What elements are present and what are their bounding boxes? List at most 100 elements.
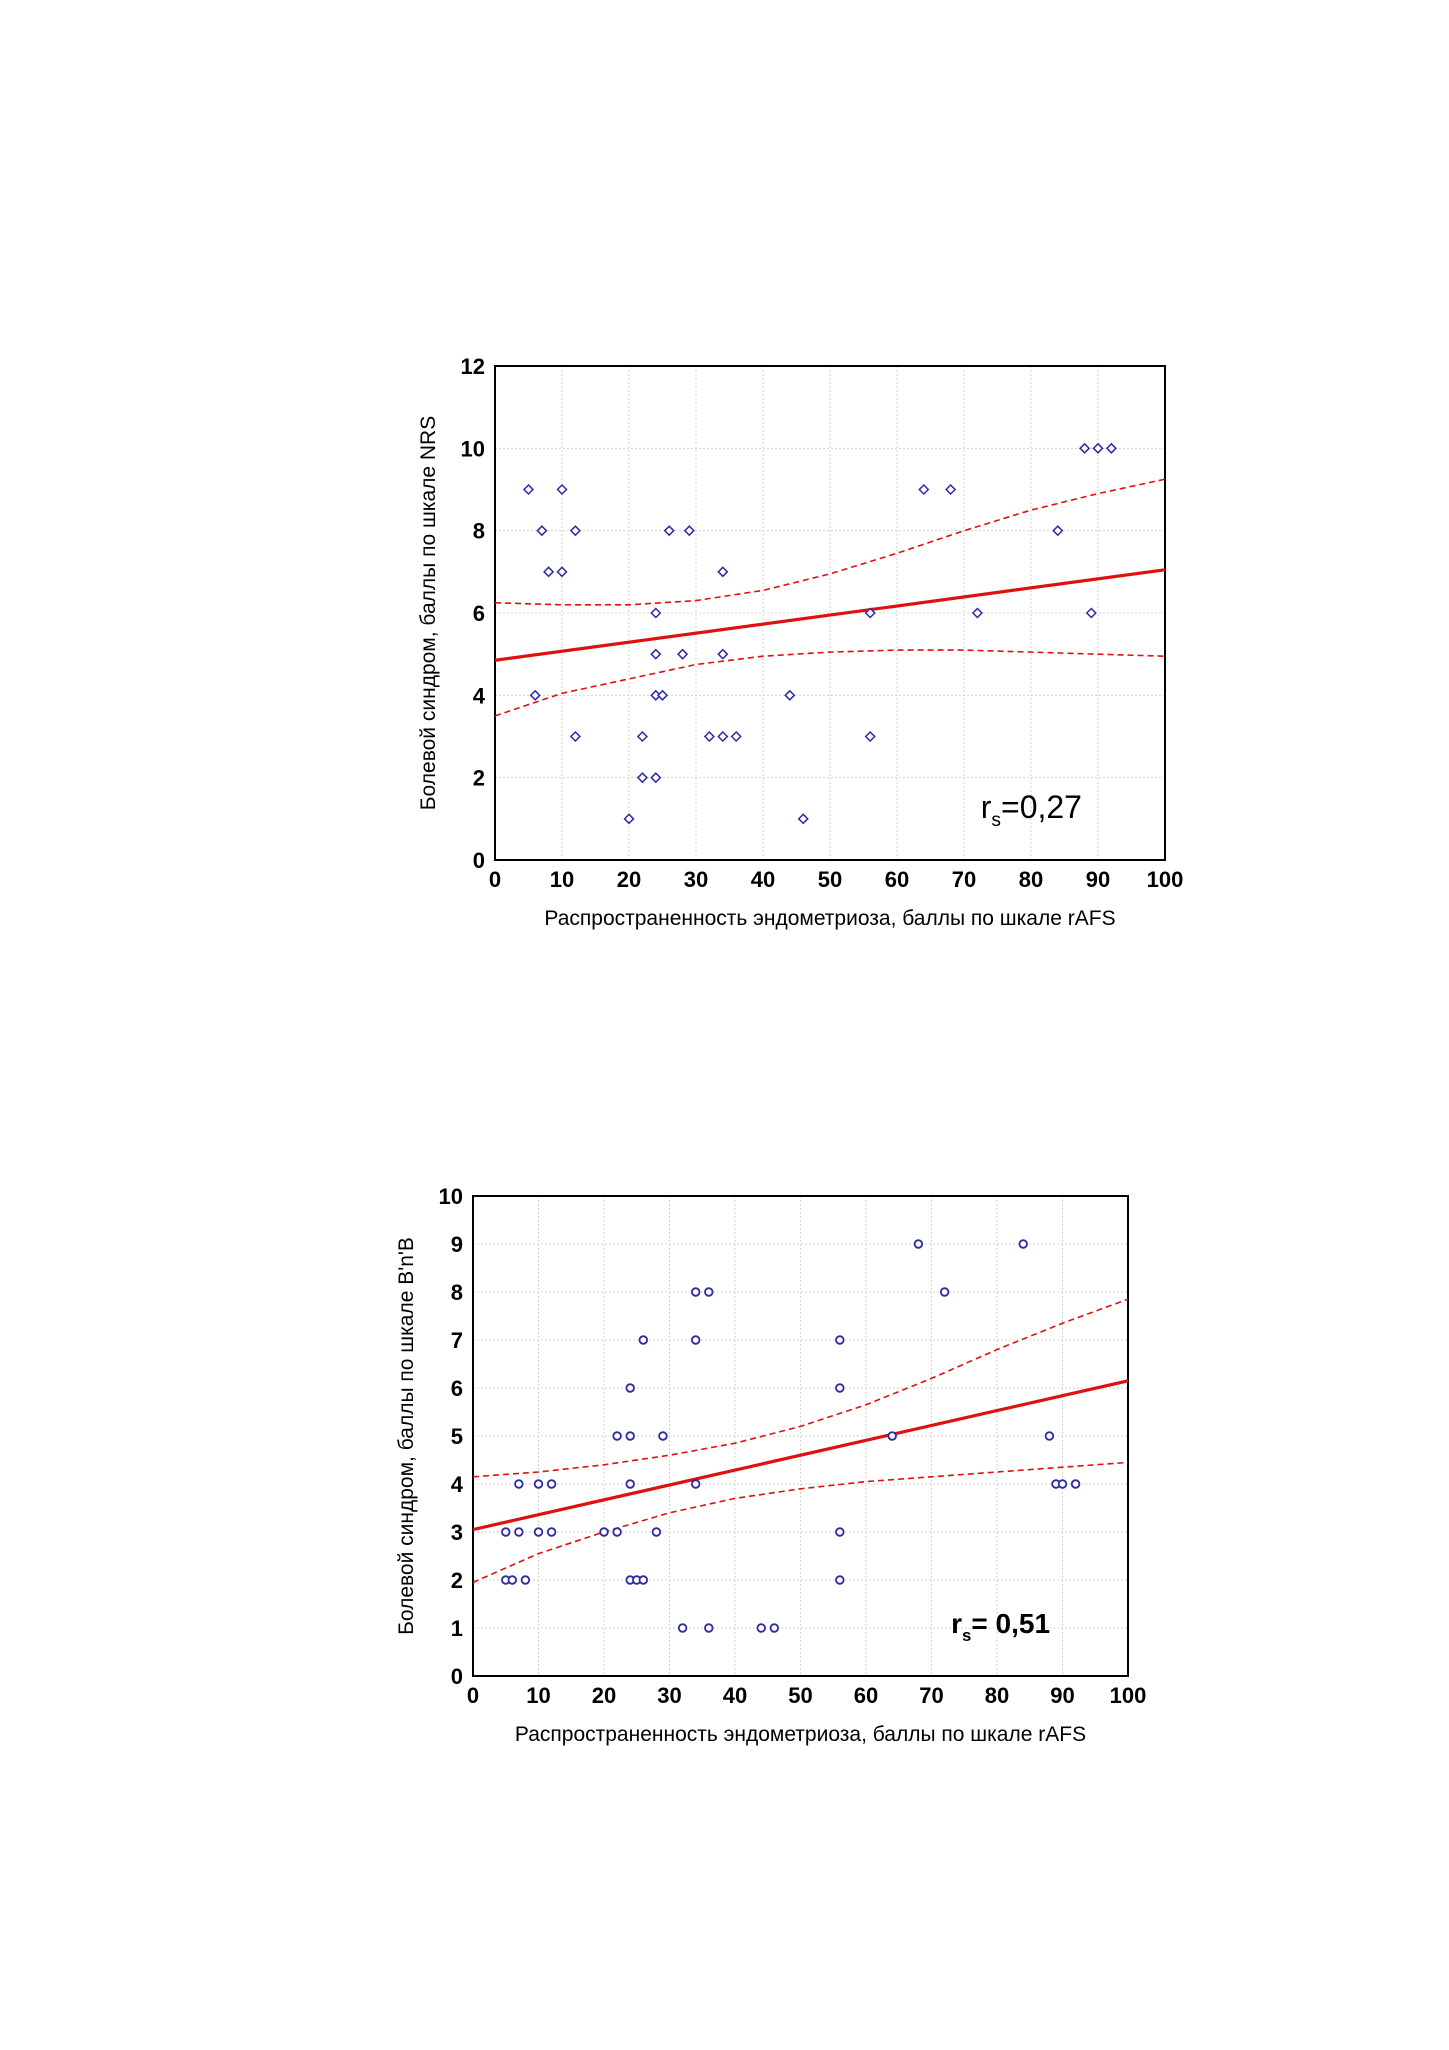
data-point [514,1479,524,1489]
y-tick-label: 7 [451,1328,463,1353]
x-tick-label: 100 [1110,1683,1147,1708]
x-tick-label: 70 [919,1683,943,1708]
data-point [638,1335,648,1345]
data-point [1052,525,1064,537]
data-point [514,1527,524,1537]
data-point [599,1527,609,1537]
data-point [569,730,581,743]
regression-line [495,568,1165,662]
x-tick-label: 30 [657,1683,681,1708]
data-point [704,1623,714,1633]
data-point [612,1431,622,1441]
data-point [864,730,876,743]
data-point [835,1575,845,1585]
x-tick-label: 0 [467,1683,479,1708]
chart-nrs-svg: 0 10 20 30 40 50 60 70 80 90 100 0 2 4 6 8 10 12 Распростр… [417,354,1183,930]
data-point [638,1575,648,1585]
scatter-chart-nrs: 0 10 20 30 40 50 60 70 80 90 100 0 2 4 6 8 10 12 Распростр… [400,350,1200,950]
correlation-annotation: rs= 0,51 [951,1608,1050,1645]
y-tick-label: 0 [451,1664,463,1689]
x-tick-label: 70 [952,867,976,892]
x-tick-label: 20 [617,867,641,892]
data-point [691,1335,701,1345]
data-point [650,648,662,660]
data-point [1105,442,1117,454]
data-point [704,1287,714,1297]
data-point [536,525,548,537]
data-point [784,689,796,701]
data-point [717,566,729,578]
x-tick-label: 80 [985,1683,1009,1708]
data-point [1085,607,1097,619]
x-tick-label: 40 [751,867,775,892]
data-point [650,772,662,784]
data-point [1092,442,1104,454]
data-point [1044,1431,1055,1441]
data-point [663,525,675,537]
x-axis-title: Распространенность эндометриоза, баллы п… [515,1723,1086,1746]
confidence-band-lower [473,1461,1128,1584]
data-point [769,1623,779,1633]
x-tick-label: 50 [818,867,842,892]
plot-frame [472,1195,1129,1677]
regression-line [473,1379,1128,1532]
data-point [625,1431,635,1441]
data-point [529,689,541,701]
data-point [717,730,729,743]
data-point [625,1479,635,1489]
x-tick-label: 0 [489,867,501,892]
plot-frame [494,365,1166,861]
y-tick-label: 10 [461,436,485,461]
plot-area [494,365,1166,861]
y-tick-label: 0 [473,848,485,873]
data-point [1057,1479,1068,1489]
y-tick-label: 6 [473,601,485,626]
x-tick-label: 30 [684,867,708,892]
confidence-band-upper [495,478,1165,606]
x-tick-label: 50 [788,1683,812,1708]
data-point [1079,442,1091,454]
confidence-band-upper [473,1298,1128,1478]
scatter-chart-vnv: 0 10 20 30 40 50 60 70 80 90 100 0 1 2 3 4 5 6 7 8 9 10 Распро… [380,1180,1200,1780]
data-point [556,483,568,496]
x-axis-title: Распространенность эндометриоза, баллы п… [544,907,1115,930]
data-point [918,483,930,496]
x-tick-label: 40 [723,1683,747,1708]
data-point [636,772,648,784]
data-point [1070,1479,1081,1489]
data-point [636,730,648,743]
data-point [945,483,957,496]
y-axis-title: Болевой синдром, баллы по шкале В'n'В [395,1237,418,1635]
y-tick-label: 8 [451,1280,463,1305]
y-tick-label: 2 [451,1568,463,1593]
data-point [612,1527,622,1537]
data-point [913,1239,924,1249]
y-axis-title: Болевой синдром, баллы по шкале NRS [417,416,440,810]
data-point [543,566,555,578]
y-tick-label: 4 [473,683,486,708]
data-point [835,1335,845,1345]
data-point [546,1527,557,1537]
confidence-band-lower [495,649,1165,717]
data-point [522,483,535,496]
data-point [835,1383,845,1393]
data-point [887,1431,897,1441]
data-point [677,648,689,660]
data-point [835,1527,845,1537]
y-tick-label: 9 [451,1232,463,1257]
chart-vnv-svg: 0 10 20 30 40 50 60 70 80 90 100 0 1 2 3 4 5 6 7 8 9 10 Распро… [395,1184,1147,1746]
data-point [703,730,715,743]
data-point [730,730,742,743]
data-point [756,1623,766,1633]
data-point [683,525,695,537]
data-point [650,607,662,619]
data-point [677,1623,688,1633]
y-tick-label: 5 [451,1424,463,1449]
x-tick-label: 90 [1050,1683,1074,1708]
y-tick-label: 6 [451,1376,463,1401]
data-point [717,648,729,660]
data-point [520,1575,531,1585]
data-point [546,1479,557,1489]
y-tick-label: 2 [473,766,485,791]
x-tick-label: 60 [885,867,909,892]
